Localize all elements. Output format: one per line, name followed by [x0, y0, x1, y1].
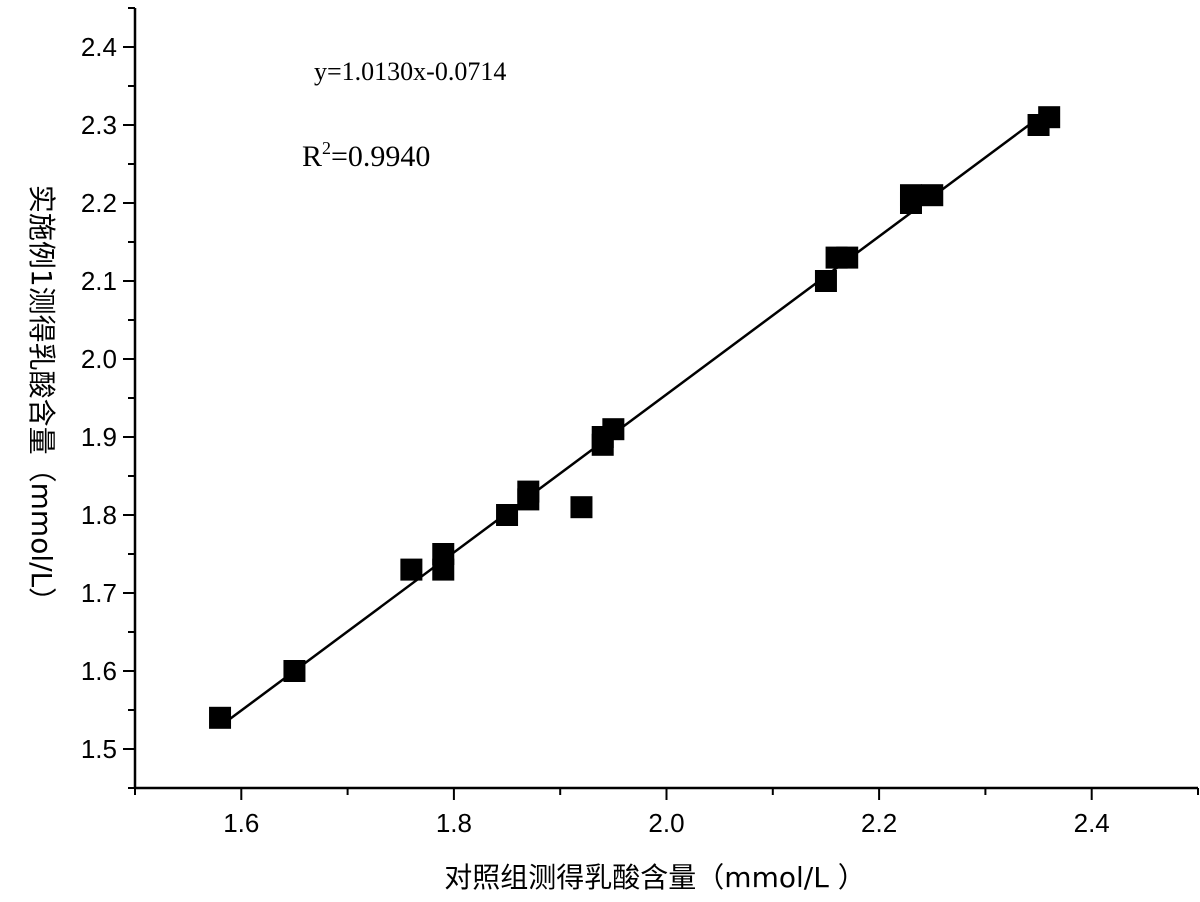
data-point — [836, 246, 859, 269]
r-squared-value: =0.9940 — [331, 140, 430, 173]
y-axis-title: 实施例1测得乳酸含量（mmol/L） — [25, 185, 58, 615]
data-point — [899, 184, 922, 207]
x-axis-title: 对照组测得乳酸含量（mmol/L ） — [444, 861, 865, 894]
data-point — [400, 558, 423, 581]
data-point — [570, 496, 593, 519]
x-tick-label: 1.6 — [223, 808, 259, 838]
axes: 1.6 1.8 2.0 2.2 2.4 1.5 1.6 1.7 1.8 1.9 2.0 2.1 2.2 2… — [81, 7, 1199, 838]
data-point — [814, 270, 837, 292]
y-tick-label: 1.7 — [81, 578, 117, 608]
y-tick-label: 2.4 — [81, 32, 117, 62]
y-tick-label: 1.9 — [81, 422, 117, 452]
data-points — [209, 106, 1061, 729]
y-tick-label: 1.6 — [81, 656, 117, 686]
y-tick-label: 2.1 — [81, 266, 117, 296]
data-point — [209, 706, 232, 729]
y-tick-label: 2.2 — [81, 188, 117, 218]
data-point — [921, 184, 944, 207]
x-tick-label: 1.8 — [436, 808, 472, 838]
x-tick-label: 2.0 — [648, 808, 684, 838]
regression-equation: y=1.0130x-0.0714 — [314, 57, 506, 86]
data-point — [496, 504, 519, 526]
data-point — [283, 660, 306, 682]
r-squared-prefix: R — [302, 140, 322, 173]
data-point — [1038, 106, 1061, 129]
data-point — [602, 418, 625, 441]
x-tick-label: 2.2 — [861, 808, 897, 838]
r-squared-superscript: 2 — [322, 138, 331, 158]
y-tick-label: 1.8 — [81, 500, 117, 530]
r-squared-annotation: R2=0.9940 — [302, 138, 430, 173]
data-point — [432, 543, 455, 565]
data-point — [517, 480, 540, 503]
y-tick-label: 1.5 — [81, 734, 117, 764]
y-tick-label: 2.0 — [81, 344, 117, 374]
x-tick-label: 2.4 — [1074, 808, 1110, 838]
y-tick-label: 2.3 — [81, 110, 117, 140]
